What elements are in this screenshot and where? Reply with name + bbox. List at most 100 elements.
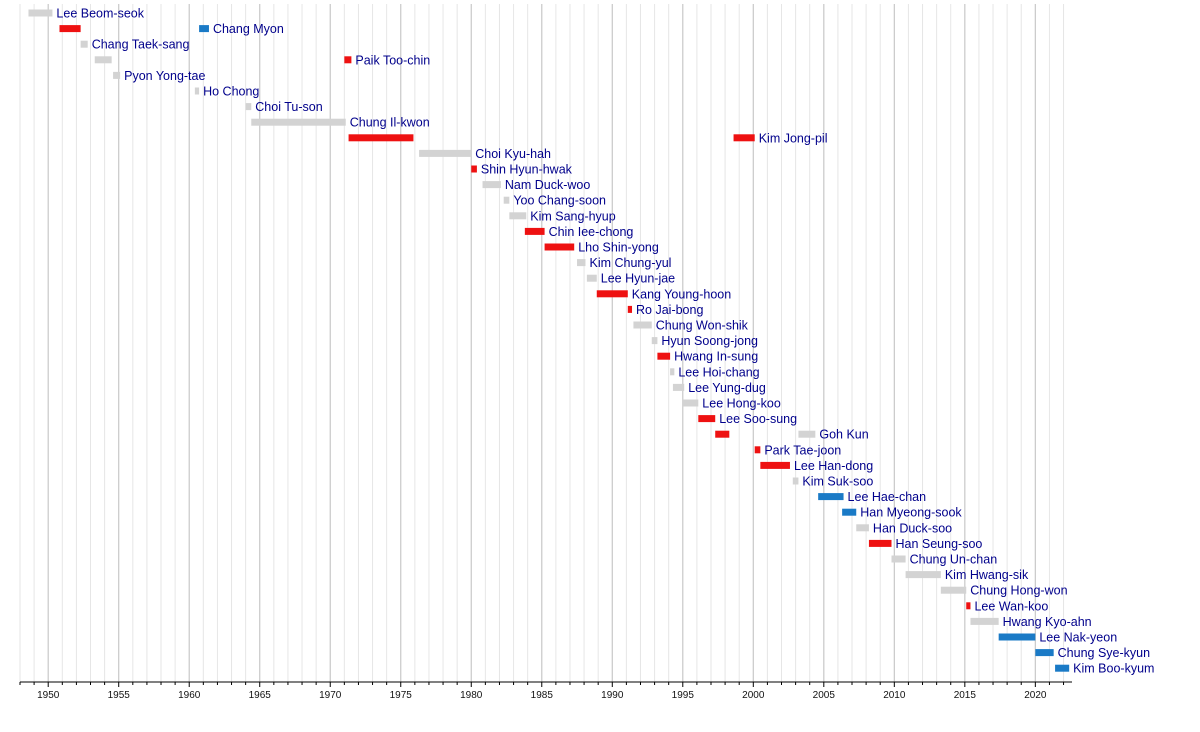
- name-label-ho-chong: Ho Chong: [203, 85, 259, 99]
- name-label-han-duck-soo: Han Duck-soo: [873, 521, 952, 535]
- name-label-kim-jong-pil: Kim Jong-pil: [759, 131, 828, 145]
- x-axis: 1950 1955 1960 1965 1970 1975 1980 1985 1990 1995…: [19, 681, 1072, 701]
- name-label-hwang-kyo-ahn: Hwang Kyo-ahn: [1003, 615, 1092, 629]
- name-label-choi-tu-son: Choi Tu-son: [255, 100, 322, 114]
- bar-lee-yung-dug-0: [672, 383, 685, 391]
- bar-lee-wan-koo-0: [966, 602, 971, 610]
- x-tick-label-2020: 2020: [1024, 690, 1047, 701]
- name-label-shin-hyun-hwak: Shin Hyun-hwak: [481, 163, 573, 177]
- bar-lee-hyun-jae-0: [586, 274, 597, 282]
- name-label-yoo-chang-soon: Yoo Chang-soon: [513, 194, 606, 208]
- bar-chung-hong-won-0: [940, 586, 967, 594]
- name-label-chin-iee-chong: Chin Iee-chong: [549, 225, 634, 239]
- x-tick-label-2015: 2015: [954, 690, 977, 701]
- bar-kim-jong-pil-1: [733, 134, 755, 142]
- bar-hwang-in-sung-0: [657, 352, 671, 360]
- bar-lee-nak-yeon-0: [998, 633, 1036, 641]
- bar-hyun-soong-jong-0: [651, 337, 658, 345]
- name-label-hyun-soong-jong: Hyun Soong-jong: [661, 334, 758, 348]
- x-tick-label-1990: 1990: [601, 690, 624, 701]
- name-label-lee-beom-seok: Lee Beom-seok: [56, 7, 144, 21]
- bar-choi-kyu-hah-0: [419, 149, 472, 157]
- name-label-hwang-in-sung: Hwang In-sung: [674, 350, 758, 364]
- name-label-chang-myon: Chang Myon: [213, 22, 284, 36]
- bar-park-tae-joon-0: [754, 446, 761, 454]
- x-tick-label-1975: 1975: [390, 690, 413, 701]
- bar-paik-too-chin-1: [344, 56, 352, 64]
- bar-hwang-kyo-ahn-0: [970, 617, 999, 625]
- bar-paik-too-chin-0: [94, 56, 112, 64]
- name-label-lee-wan-koo: Lee Wan-koo: [974, 599, 1048, 613]
- name-label-chung-sye-kyun: Chung Sye-kyun: [1058, 646, 1150, 660]
- bar-lee-hoi-chang-0: [670, 368, 675, 376]
- name-label-lee-yung-dug: Lee Yung-dug: [688, 381, 766, 395]
- bar-lee-beom-seok-0: [28, 9, 53, 17]
- bar-goh-kun-0: [715, 430, 730, 438]
- bar-chung-sye-kyun-0: [1035, 649, 1054, 657]
- name-label-choi-kyu-hah: Choi Kyu-hah: [475, 147, 551, 161]
- name-label-goh-kun: Goh Kun: [819, 428, 868, 442]
- bar-yoo-chang-soon-0: [503, 196, 510, 204]
- bar-chang-taek-sang-0: [80, 40, 88, 48]
- name-label-lee-hong-koo: Lee Hong-koo: [702, 397, 781, 411]
- bar-kim-suk-soo-0: [792, 477, 799, 485]
- name-label-ro-jai-bong: Ro Jai-bong: [636, 303, 703, 317]
- name-label-lee-nak-yeon: Lee Nak-yeon: [1039, 631, 1117, 645]
- name-label-kim-hwang-sik: Kim Hwang-sik: [945, 568, 1029, 582]
- x-tick-label-1955: 1955: [108, 690, 131, 701]
- name-label-kim-sang-hyup: Kim Sang-hyup: [530, 209, 616, 223]
- name-label-lee-hoi-chang: Lee Hoi-chang: [678, 365, 759, 379]
- bar-han-duck-soo-0: [856, 524, 869, 532]
- name-label-lee-hyun-jae: Lee Hyun-jae: [601, 272, 675, 286]
- bars-layer: [28, 9, 1070, 672]
- bar-kim-jong-pil-0: [348, 134, 414, 142]
- name-label-paik-too-chin: Paik Too-chin: [355, 53, 430, 67]
- x-tick-label-1970: 1970: [319, 690, 342, 701]
- name-label-chung-il-kwon: Chung Il-kwon: [350, 116, 430, 130]
- x-tick-label-2005: 2005: [813, 690, 836, 701]
- bar-lho-shin-yong-0: [544, 243, 575, 251]
- name-label-chung-won-shik: Chung Won-shik: [656, 319, 749, 333]
- bar-chung-un-chan-0: [891, 555, 906, 563]
- bar-kim-hwang-sik-0: [905, 571, 941, 579]
- labels-layer: Lee Beom-seok Chang Myon Chang Taek-sang Pa…: [56, 7, 1154, 676]
- bar-chung-won-shik-0: [633, 321, 652, 329]
- bar-chang-myon-1: [199, 25, 209, 33]
- bar-ho-chong-0: [194, 87, 200, 95]
- name-label-kim-boo-kyum: Kim Boo-kyum: [1073, 662, 1154, 676]
- bar-lee-han-dong-0: [760, 461, 790, 469]
- name-label-kim-suk-soo: Kim Suk-soo: [802, 475, 873, 489]
- bar-han-seung-soo-0: [868, 539, 892, 547]
- name-label-lee-soo-sung: Lee Soo-sung: [719, 412, 797, 426]
- name-label-pyon-yong-tae: Pyon Yong-tae: [124, 69, 205, 83]
- name-label-han-seung-soo: Han Seung-soo: [895, 537, 982, 551]
- bar-shin-hyun-hwak-0: [471, 165, 477, 173]
- bar-chung-il-kwon-0: [251, 118, 346, 126]
- bar-kim-chung-yul-0: [577, 259, 586, 267]
- bar-kang-young-hoon-0: [596, 290, 628, 298]
- name-label-kang-young-hoon: Kang Young-hoon: [632, 287, 731, 301]
- x-tick-label-1965: 1965: [249, 690, 272, 701]
- bar-pyon-yong-tae-0: [113, 71, 121, 79]
- bar-chin-iee-chong-0: [524, 227, 545, 235]
- bar-kim-boo-kyum-0: [1055, 664, 1070, 672]
- name-label-lee-han-dong: Lee Han-dong: [794, 459, 873, 473]
- name-label-nam-duck-woo: Nam Duck-woo: [505, 178, 590, 192]
- bar-ro-jai-bong-0: [627, 305, 633, 313]
- bar-choi-tu-son-0: [245, 103, 252, 111]
- bar-nam-duck-woo-0: [482, 181, 501, 189]
- bar-goh-kun-1: [798, 430, 816, 438]
- bar-chang-myon-0: [59, 25, 81, 33]
- x-tick-label-1950: 1950: [37, 690, 60, 701]
- bar-lee-hong-koo-0: [682, 399, 699, 407]
- name-label-han-myeong-sook: Han Myeong-sook: [860, 506, 962, 520]
- x-tick-label-1980: 1980: [460, 690, 483, 701]
- x-tick-label-2010: 2010: [883, 690, 906, 701]
- name-label-kim-chung-yul: Kim Chung-yul: [589, 256, 671, 270]
- name-label-lee-hae-chan: Lee Hae-chan: [848, 490, 927, 504]
- bar-lee-hae-chan-0: [818, 493, 844, 501]
- name-label-chung-hong-won: Chung Hong-won: [970, 584, 1067, 598]
- name-label-park-tae-joon: Park Tae-joon: [764, 443, 841, 457]
